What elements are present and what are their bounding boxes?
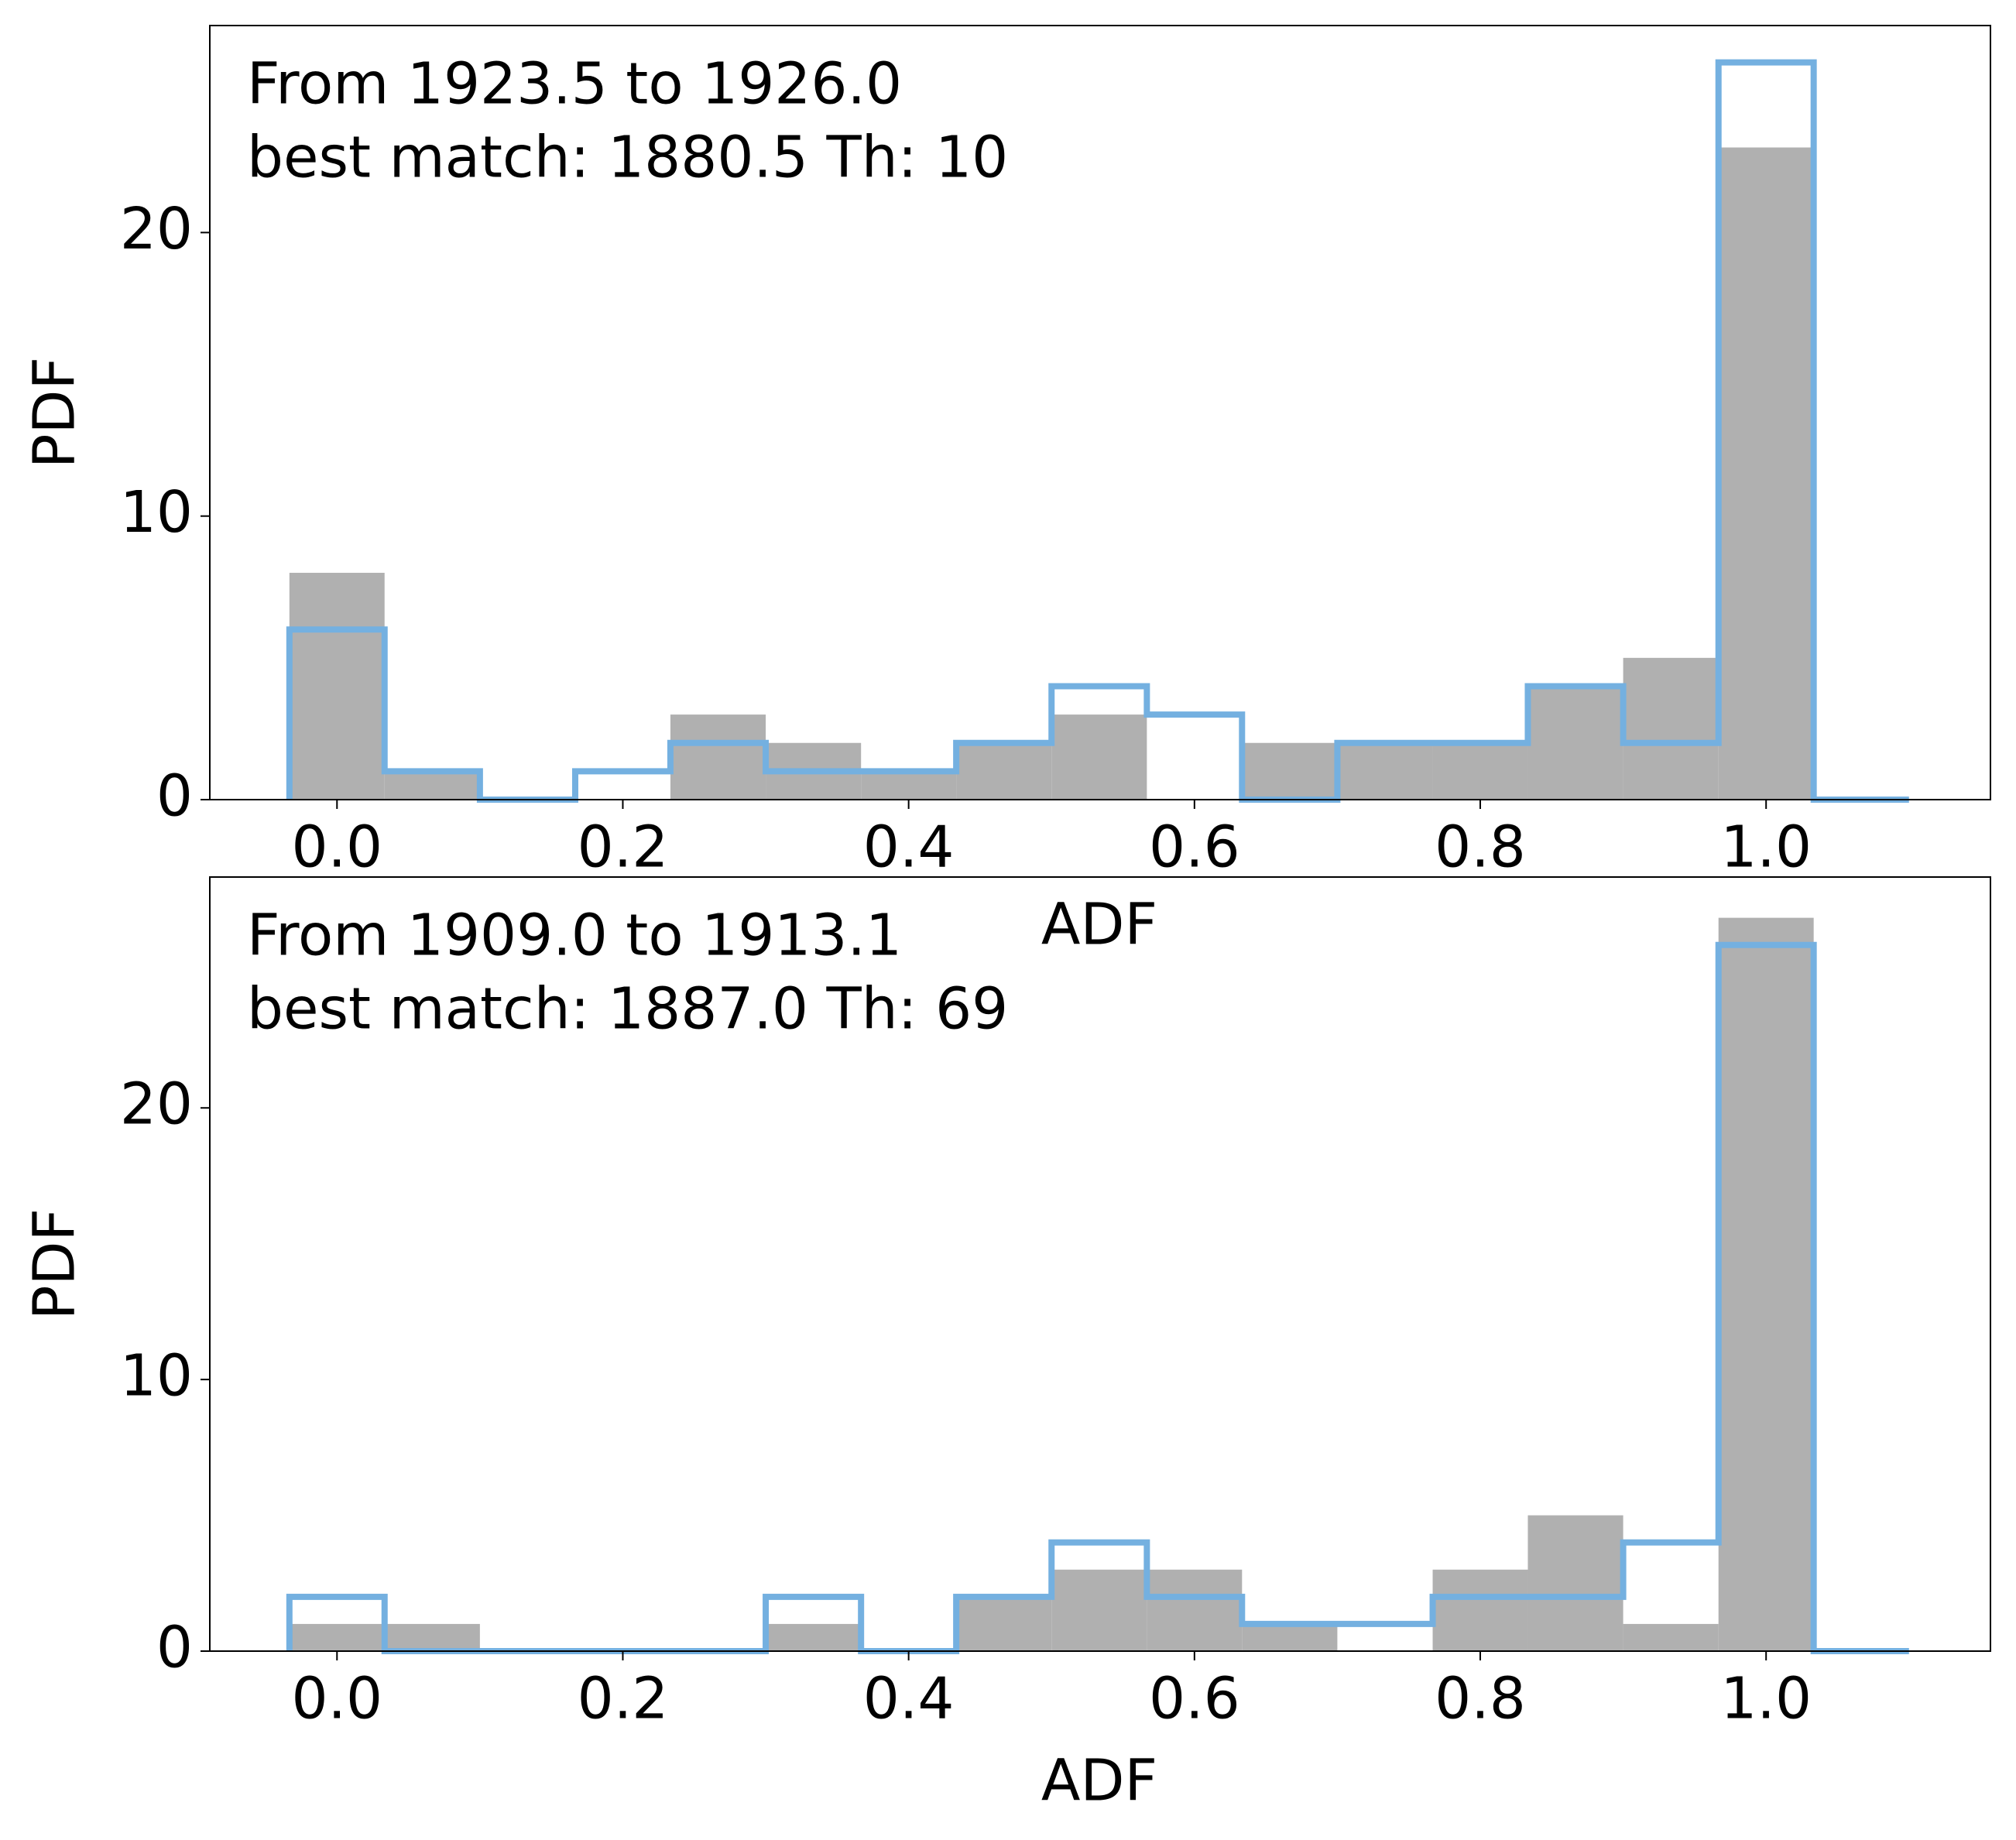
x-tick-label: 0.0 <box>291 1666 382 1732</box>
hist-bar <box>1718 147 1814 800</box>
x-tick-label: 1.0 <box>1720 814 1812 881</box>
x-tick-label: 0.8 <box>1435 1666 1526 1732</box>
annotation: best match: 1887.0 Th: 69 <box>247 976 1008 1043</box>
hist-bar <box>1527 1515 1623 1651</box>
y-tick-label: 20 <box>120 1071 193 1138</box>
hist-bar <box>1051 1569 1147 1651</box>
hist-bar <box>289 572 385 800</box>
hist-bar <box>766 1623 862 1651</box>
hist-bar <box>956 742 1052 800</box>
hist-bar <box>289 1623 385 1651</box>
x-tick-label: 1.0 <box>1720 1666 1812 1732</box>
x-tick-label: 0.6 <box>1149 1666 1240 1732</box>
annotation: From 1923.5 to 1926.0 <box>247 51 902 118</box>
axes-background <box>210 877 1990 1651</box>
x-tick-label: 0.0 <box>291 814 382 881</box>
hist-bar <box>861 771 957 800</box>
hist-bar <box>1147 1569 1243 1651</box>
y-tick-label: 10 <box>120 1343 193 1410</box>
x-axis-label: ADF <box>1041 1748 1157 1814</box>
x-tick-label: 0.4 <box>863 1666 955 1732</box>
x-tick-label: 0.6 <box>1149 814 1240 881</box>
y-axis-label: PDF <box>22 357 88 468</box>
x-tick-label: 0.4 <box>863 814 955 881</box>
hist-bar <box>1527 686 1623 800</box>
y-axis-label: PDF <box>22 1208 88 1320</box>
hist-bar <box>1051 714 1147 800</box>
hist-bar <box>1432 742 1528 800</box>
hist-bar <box>1623 657 1719 800</box>
y-tick-label: 0 <box>156 763 193 830</box>
hist-bar <box>670 714 766 800</box>
hist-bar <box>1242 742 1338 800</box>
x-tick-label: 0.8 <box>1435 814 1526 881</box>
annotation: From 1909.0 to 1913.1 <box>247 903 902 969</box>
hist-bar <box>1337 742 1433 800</box>
hist-bar <box>1623 1623 1719 1651</box>
y-tick-label: 0 <box>156 1615 193 1681</box>
hist-bar <box>1242 1623 1338 1651</box>
x-tick-label: 0.2 <box>578 814 669 881</box>
hist-bar <box>1718 917 1814 1651</box>
x-tick-label: 0.2 <box>578 1666 669 1732</box>
hist-bar <box>1432 1569 1528 1651</box>
axes-frame <box>209 876 1991 1652</box>
hist-bar <box>956 1596 1052 1651</box>
hist-bar <box>384 771 480 800</box>
x-axis-label: ADF <box>1041 892 1157 958</box>
hist-bar <box>384 1623 480 1651</box>
y-tick-label: 20 <box>120 196 193 262</box>
annotation: best match: 1880.5 Th: 10 <box>247 125 1008 191</box>
axes-frame <box>209 25 1991 800</box>
y-tick-label: 10 <box>120 479 193 546</box>
